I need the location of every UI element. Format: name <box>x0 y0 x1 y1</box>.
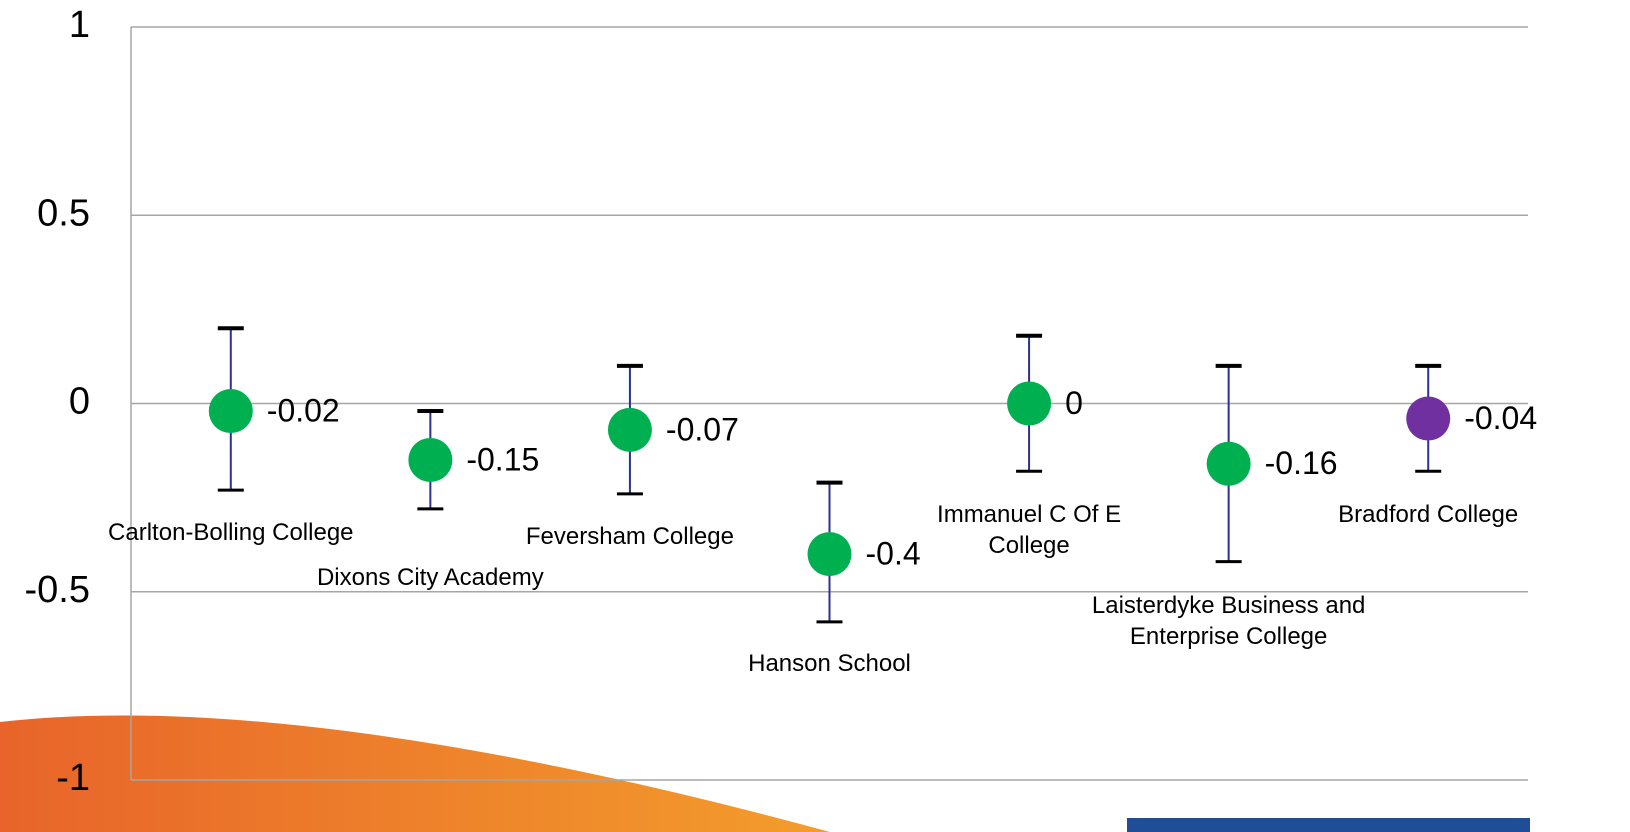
y-tick-label: -1 <box>56 757 90 799</box>
value-label: -0.16 <box>1265 445 1338 481</box>
category-label: Immanuel C Of E College <box>937 501 1122 559</box>
category-label: Dixons City Academy <box>316 564 544 591</box>
category-label: Feversham College <box>525 523 734 550</box>
dot <box>408 437 453 482</box>
dot <box>607 407 652 452</box>
dot <box>1406 396 1451 441</box>
y-tick-label: -0.5 <box>25 569 90 611</box>
category-label: Bradford College <box>1338 501 1519 528</box>
y-tick-label: 1 <box>69 4 90 46</box>
value-label: -0.04 <box>1464 400 1537 436</box>
category-label: Hanson School <box>748 650 911 677</box>
value-label: -0.07 <box>666 411 739 447</box>
y-tick-label: 0.5 <box>37 192 90 234</box>
category-label: Carlton-Bolling College <box>108 519 354 546</box>
value-label: -0.4 <box>866 536 921 572</box>
value-label: 0 <box>1065 385 1083 421</box>
dot <box>1206 441 1251 486</box>
value-label: -0.15 <box>466 441 539 477</box>
value-label: -0.02 <box>267 392 340 428</box>
dot <box>208 389 253 434</box>
dot <box>807 532 852 577</box>
y-tick-label: 0 <box>69 381 90 423</box>
dot <box>1007 381 1052 426</box>
category-label: Laisterdyke Business and Enterprise Coll… <box>1091 592 1366 650</box>
decor-bar <box>1127 818 1530 832</box>
decor-swoosh <box>0 715 830 832</box>
